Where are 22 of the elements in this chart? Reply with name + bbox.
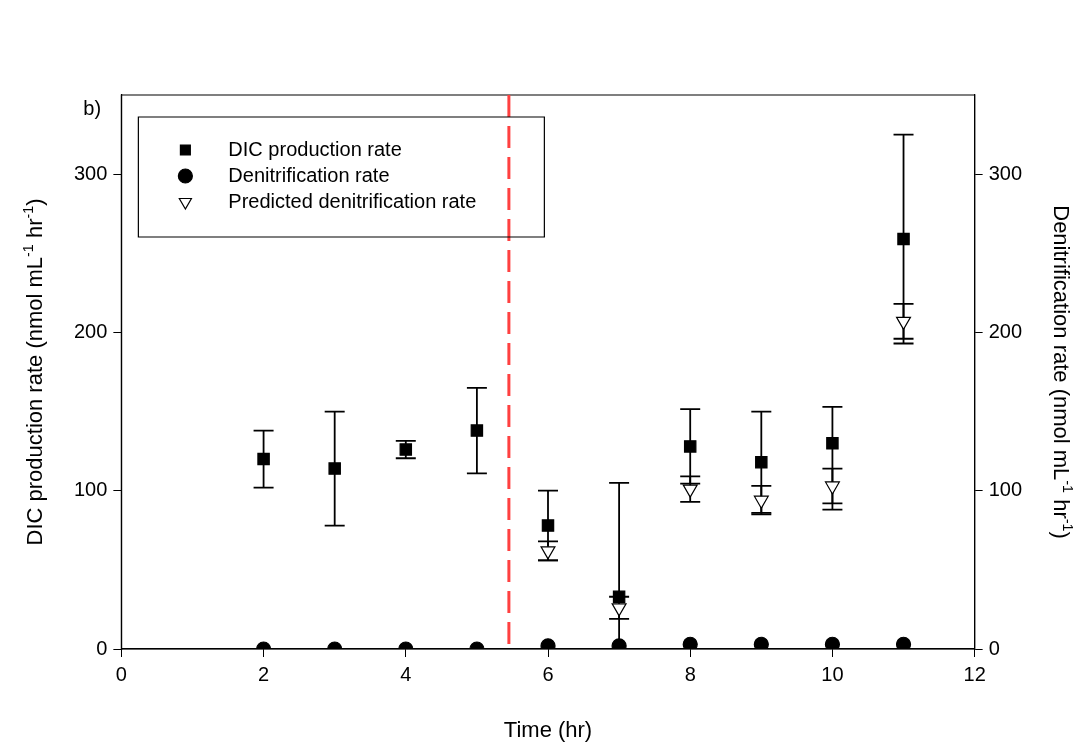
- y2-tick-label: 200: [988, 319, 1023, 342]
- y2-tick-label: 0: [988, 636, 1000, 659]
- y2-tick-label: 300: [988, 161, 1023, 184]
- y-tick-label: 100: [73, 478, 108, 501]
- x-tick-label: 0: [115, 662, 127, 685]
- x-tick-label: 8: [684, 662, 696, 685]
- y2-axis-title: Denitrification rate (nmol mL-1 hr-1): [1048, 205, 1077, 539]
- legend-label: Predicted denitrification rate: [228, 189, 477, 212]
- x-tick-label: 10: [821, 662, 844, 685]
- y-tick-label: 200: [73, 319, 108, 342]
- y-tick-label: 300: [73, 161, 108, 184]
- y-axis-title: DIC production rate (nmol mL-1 hr-1): [19, 198, 48, 546]
- x-tick-label: 2: [258, 662, 270, 685]
- y2-tick-label: 100: [988, 478, 1023, 501]
- legend-label: DIC production rate: [228, 137, 402, 160]
- y-tick-label: 0: [96, 636, 108, 659]
- text: b): [83, 96, 102, 119]
- x-tick-label: 6: [542, 662, 554, 685]
- x-axis-title: Time (hr): [503, 717, 593, 743]
- x-tick-label: 4: [400, 662, 412, 685]
- x-tick-label: 12: [963, 662, 986, 685]
- legend-label: Denitrification rate: [228, 163, 390, 186]
